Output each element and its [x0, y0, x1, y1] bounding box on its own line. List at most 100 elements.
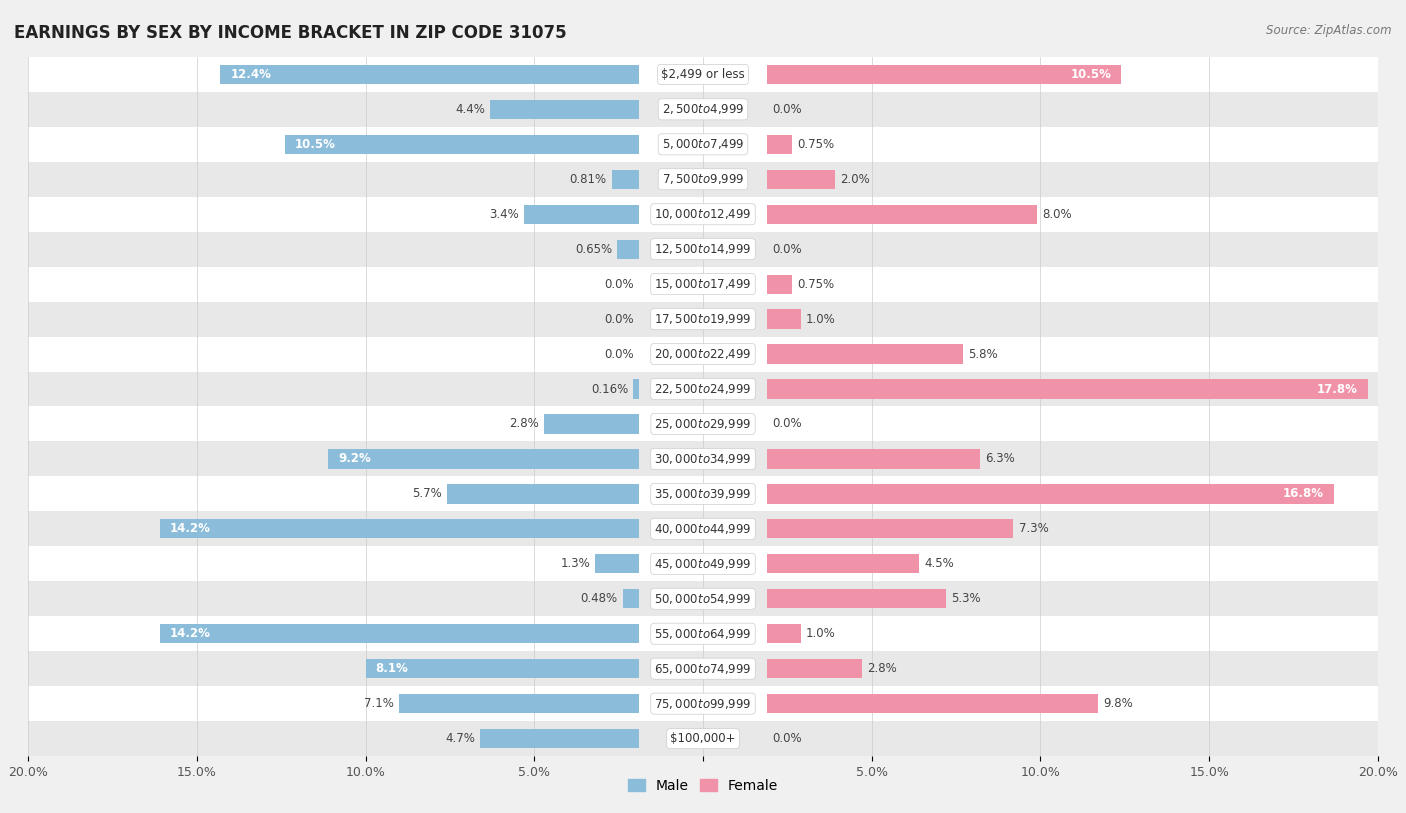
Text: 2.0%: 2.0%	[839, 173, 869, 185]
Text: 1.3%: 1.3%	[560, 558, 591, 570]
Bar	[491, 100, 638, 119]
Text: $75,000 to $99,999: $75,000 to $99,999	[654, 697, 752, 711]
Text: 10.5%: 10.5%	[295, 138, 336, 150]
Text: 0.75%: 0.75%	[797, 138, 835, 150]
Text: $15,000 to $17,499: $15,000 to $17,499	[654, 277, 752, 291]
Bar	[160, 520, 638, 538]
Bar	[160, 624, 638, 643]
Bar	[366, 659, 638, 678]
Bar	[28, 546, 1378, 581]
Text: $10,000 to $12,499: $10,000 to $12,499	[654, 207, 752, 221]
Bar	[221, 65, 638, 84]
Bar	[28, 686, 1378, 721]
Text: $50,000 to $54,999: $50,000 to $54,999	[654, 592, 752, 606]
Legend: Male, Female: Male, Female	[623, 773, 783, 798]
Text: $45,000 to $49,999: $45,000 to $49,999	[654, 557, 752, 571]
Text: 2.8%: 2.8%	[866, 663, 897, 675]
Text: 0.0%: 0.0%	[605, 278, 634, 290]
Text: 4.7%: 4.7%	[446, 733, 475, 745]
Bar	[329, 450, 638, 468]
Bar	[768, 554, 920, 573]
Bar	[28, 337, 1378, 372]
Bar	[768, 310, 801, 328]
Text: 0.0%: 0.0%	[772, 243, 801, 255]
Bar	[28, 721, 1378, 756]
Text: EARNINGS BY SEX BY INCOME BRACKET IN ZIP CODE 31075: EARNINGS BY SEX BY INCOME BRACKET IN ZIP…	[14, 24, 567, 42]
Bar	[28, 511, 1378, 546]
Bar	[768, 450, 980, 468]
Bar	[768, 659, 862, 678]
Text: 7.1%: 7.1%	[364, 698, 394, 710]
Bar	[28, 302, 1378, 337]
Bar	[28, 92, 1378, 127]
Bar	[28, 441, 1378, 476]
Bar	[28, 651, 1378, 686]
Bar	[28, 476, 1378, 511]
Bar	[768, 345, 963, 363]
Bar	[768, 694, 1098, 713]
Text: $12,500 to $14,999: $12,500 to $14,999	[654, 242, 752, 256]
Text: 17.8%: 17.8%	[1317, 383, 1358, 395]
Text: $2,500 to $4,999: $2,500 to $4,999	[662, 102, 744, 116]
Text: $55,000 to $64,999: $55,000 to $64,999	[654, 627, 752, 641]
Text: 8.1%: 8.1%	[375, 663, 408, 675]
Bar	[28, 162, 1378, 197]
Bar	[768, 135, 793, 154]
Text: 5.8%: 5.8%	[967, 348, 997, 360]
Bar	[768, 589, 946, 608]
Bar	[768, 624, 801, 643]
Text: $22,500 to $24,999: $22,500 to $24,999	[654, 382, 752, 396]
Text: 9.2%: 9.2%	[339, 453, 371, 465]
Bar	[284, 135, 638, 154]
Bar	[544, 415, 638, 433]
Text: 0.81%: 0.81%	[569, 173, 606, 185]
Bar	[28, 197, 1378, 232]
Bar	[768, 275, 793, 293]
Bar	[768, 380, 1368, 398]
Bar	[768, 205, 1038, 224]
Bar	[28, 267, 1378, 302]
Text: 12.4%: 12.4%	[231, 68, 271, 80]
Text: $65,000 to $74,999: $65,000 to $74,999	[654, 662, 752, 676]
Text: $17,500 to $19,999: $17,500 to $19,999	[654, 312, 752, 326]
Bar	[28, 57, 1378, 92]
Bar	[447, 485, 638, 503]
Text: 0.16%: 0.16%	[591, 383, 628, 395]
Text: $5,000 to $7,499: $5,000 to $7,499	[662, 137, 744, 151]
Bar	[28, 372, 1378, 406]
Text: 4.5%: 4.5%	[924, 558, 953, 570]
Text: 0.75%: 0.75%	[797, 278, 835, 290]
Text: $35,000 to $39,999: $35,000 to $39,999	[654, 487, 752, 501]
Text: $20,000 to $22,499: $20,000 to $22,499	[654, 347, 752, 361]
Text: 0.0%: 0.0%	[772, 733, 801, 745]
Bar	[399, 694, 638, 713]
Bar	[768, 485, 1334, 503]
Text: 0.48%: 0.48%	[581, 593, 617, 605]
Text: 1.0%: 1.0%	[806, 313, 835, 325]
Text: 3.4%: 3.4%	[489, 208, 519, 220]
Text: $30,000 to $34,999: $30,000 to $34,999	[654, 452, 752, 466]
Text: Source: ZipAtlas.com: Source: ZipAtlas.com	[1267, 24, 1392, 37]
Bar	[28, 127, 1378, 162]
Text: $2,499 or less: $2,499 or less	[661, 68, 745, 80]
Text: 8.0%: 8.0%	[1042, 208, 1071, 220]
Text: 1.0%: 1.0%	[806, 628, 835, 640]
Text: 5.7%: 5.7%	[412, 488, 441, 500]
Text: 14.2%: 14.2%	[170, 523, 211, 535]
Text: 0.0%: 0.0%	[772, 418, 801, 430]
Text: 0.0%: 0.0%	[605, 313, 634, 325]
Text: 10.5%: 10.5%	[1070, 68, 1111, 80]
Text: 5.3%: 5.3%	[950, 593, 980, 605]
Bar	[768, 65, 1122, 84]
Text: 0.0%: 0.0%	[605, 348, 634, 360]
Text: $25,000 to $29,999: $25,000 to $29,999	[654, 417, 752, 431]
Text: 6.3%: 6.3%	[984, 453, 1015, 465]
Bar	[612, 170, 638, 189]
Bar	[634, 380, 638, 398]
Bar	[28, 406, 1378, 441]
Text: 14.2%: 14.2%	[170, 628, 211, 640]
Bar	[28, 616, 1378, 651]
Text: 2.8%: 2.8%	[509, 418, 540, 430]
Text: 0.0%: 0.0%	[772, 103, 801, 115]
Text: 7.3%: 7.3%	[1018, 523, 1049, 535]
